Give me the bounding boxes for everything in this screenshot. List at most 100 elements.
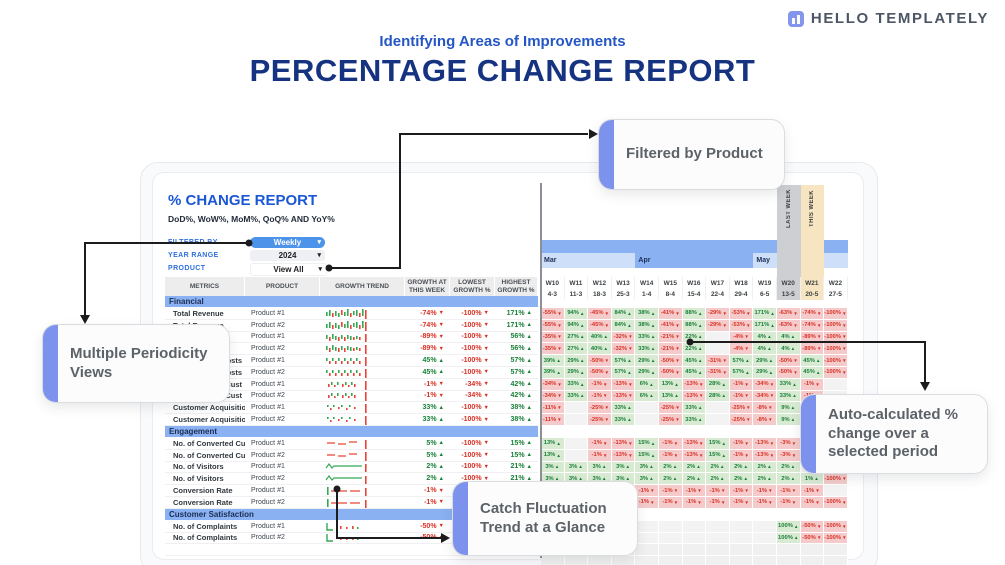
week-cell[interactable]: 4% ▲ (776, 343, 801, 356)
week-cell[interactable] (706, 414, 730, 426)
week-cell[interactable] (635, 402, 659, 415)
week-cell[interactable]: 88% ▲ (682, 308, 707, 320)
week-cell[interactable] (706, 532, 730, 545)
week-cell[interactable]: -31% ▼ (706, 355, 730, 367)
product-cell[interactable]: Product #2 (251, 475, 285, 483)
week-cell[interactable]: 33% ▲ (635, 331, 659, 344)
week-cell[interactable]: -3% ▼ (776, 437, 801, 450)
week-date[interactable]: 18-3 (588, 289, 612, 300)
week-cell[interactable]: 171% ▲ (753, 319, 777, 332)
week-cell[interactable]: 29% ▲ (635, 355, 659, 367)
week-cell[interactable] (824, 556, 848, 565)
week-date[interactable]: 11-3 (565, 289, 589, 300)
growth-this-week-cell[interactable]: -89% ▼ (420, 333, 444, 341)
week-cell[interactable]: -25% ▼ (729, 414, 754, 426)
growth-this-week-cell[interactable]: -1% ▼ (424, 498, 444, 506)
week-cell[interactable]: 27% ▲ (564, 331, 589, 344)
highest-growth-cell[interactable]: 15% ▲ (510, 451, 532, 459)
product-cell[interactable]: Product #1 (251, 380, 285, 388)
week-cell[interactable]: -1% ▼ (706, 496, 730, 509)
week-cell[interactable]: 29% ▲ (753, 366, 777, 379)
week-cell[interactable]: 84% ▲ (611, 308, 636, 320)
product-cell[interactable]: Product #2 (251, 498, 285, 506)
week-cell[interactable]: -1% ▼ (588, 449, 612, 462)
week-cell[interactable]: 3% ▲ (635, 473, 659, 486)
week-cell[interactable]: -63% ▼ (776, 319, 801, 332)
week-label[interactable]: W17 (706, 277, 730, 289)
week-cell[interactable]: 2% ▲ (753, 473, 777, 486)
week-cell[interactable] (824, 378, 848, 391)
week-cell[interactable]: -1% ▼ (658, 485, 683, 497)
highest-growth-cell[interactable]: 15% ▲ (510, 439, 532, 447)
week-cell[interactable]: -100% ▼ (824, 331, 848, 344)
week-cell[interactable]: 15% ▲ (706, 449, 730, 462)
week-label[interactable]: W11 (565, 277, 589, 289)
week-label[interactable]: W22 (824, 277, 848, 289)
week-cell[interactable] (564, 437, 589, 450)
metric-cell[interactable]: No. of Complaints (173, 533, 238, 543)
week-cell[interactable]: 9% ▲ (776, 402, 801, 415)
week-cell[interactable]: -74% ▼ (800, 319, 825, 332)
metric-cell[interactable]: Total Revenue (173, 308, 224, 318)
column-header[interactable]: LOWEST GROWTH % (450, 277, 495, 296)
week-cell[interactable]: 2% ▲ (776, 461, 801, 474)
week-cell[interactable]: -13% ▼ (682, 390, 707, 403)
highest-growth-cell[interactable]: 38% ▲ (510, 416, 532, 424)
column-header[interactable]: HIGHEST GROWTH % (495, 277, 538, 296)
week-cell[interactable]: -35% ▼ (541, 343, 565, 356)
week-cell[interactable] (706, 520, 730, 533)
week-cell[interactable]: 33% ▲ (776, 390, 801, 403)
product-cell[interactable]: Product #2 (251, 321, 285, 329)
growth-this-week-cell[interactable]: 33% ▲ (422, 404, 444, 412)
highest-growth-cell[interactable]: 21% ▲ (510, 475, 532, 483)
week-cell[interactable]: 22% ▲ (682, 331, 707, 344)
week-cell[interactable]: -3% ▼ (776, 449, 801, 462)
week-cell[interactable] (635, 532, 659, 545)
week-cell[interactable] (635, 414, 659, 426)
product-cell[interactable]: Product #2 (251, 345, 285, 353)
week-cell[interactable]: 29% ▲ (564, 366, 589, 379)
week-date[interactable]: 29-4 (730, 289, 754, 300)
week-cell[interactable]: -34% ▼ (541, 390, 565, 403)
week-cell[interactable]: 4% ▲ (776, 331, 801, 344)
week-date[interactable]: 25-3 (612, 289, 636, 300)
week-cell[interactable]: -4% ▼ (729, 331, 754, 344)
week-cell[interactable]: -25% ▼ (658, 402, 683, 415)
week-cell[interactable]: 3% ▲ (564, 461, 589, 474)
week-cell[interactable] (611, 556, 636, 565)
week-cell[interactable]: -29% ▼ (706, 319, 730, 332)
week-cell[interactable] (635, 544, 659, 557)
week-cell[interactable]: -1% ▼ (682, 496, 707, 509)
section-band[interactable]: Financial (165, 296, 538, 308)
week-cell[interactable]: -63% ▼ (776, 308, 801, 320)
periodicity-dropdown[interactable]: Weekly ▾ (250, 237, 325, 248)
week-cell[interactable]: -13% ▼ (611, 449, 636, 462)
metric-cell[interactable]: er Cust (216, 391, 242, 401)
week-cell[interactable]: -1% ▼ (800, 378, 825, 391)
product-cell[interactable]: Product #1 (251, 487, 285, 495)
metric-cell[interactable]: Customer Acquisition Cos (173, 415, 245, 425)
week-cell[interactable]: 57% ▲ (611, 366, 636, 379)
week-cell[interactable]: 33% ▲ (682, 414, 707, 426)
week-cell[interactable]: -13% ▼ (682, 449, 707, 462)
week-cell[interactable]: 2% ▲ (658, 461, 683, 474)
week-cell[interactable]: 33% ▲ (564, 390, 589, 403)
week-cell[interactable]: -1% ▼ (729, 496, 754, 509)
lowest-growth-cell[interactable]: -100% ▼ (461, 451, 489, 459)
growth-this-week-cell[interactable]: 5% ▲ (426, 451, 444, 459)
column-header[interactable]: METRICS (165, 277, 245, 296)
week-cell[interactable]: -13% ▼ (611, 378, 636, 391)
week-cell[interactable]: -45% ▼ (588, 308, 612, 320)
growth-this-week-cell[interactable]: -1% ▼ (424, 487, 444, 495)
week-cell[interactable]: 13% ▲ (658, 390, 683, 403)
week-cell[interactable]: 2% ▲ (682, 461, 707, 474)
highest-growth-cell[interactable]: 38% ▲ (510, 404, 532, 412)
metric-cell[interactable]: Costs (221, 367, 242, 377)
week-cell[interactable] (824, 485, 848, 497)
week-cell[interactable]: -29% ▼ (706, 308, 730, 320)
week-cell[interactable] (824, 544, 848, 557)
highest-growth-cell[interactable]: 171% ▲ (506, 309, 532, 317)
week-cell[interactable]: 94% ▲ (564, 319, 589, 332)
week-label[interactable]: W12 (588, 277, 612, 289)
week-cell[interactable] (800, 556, 825, 565)
